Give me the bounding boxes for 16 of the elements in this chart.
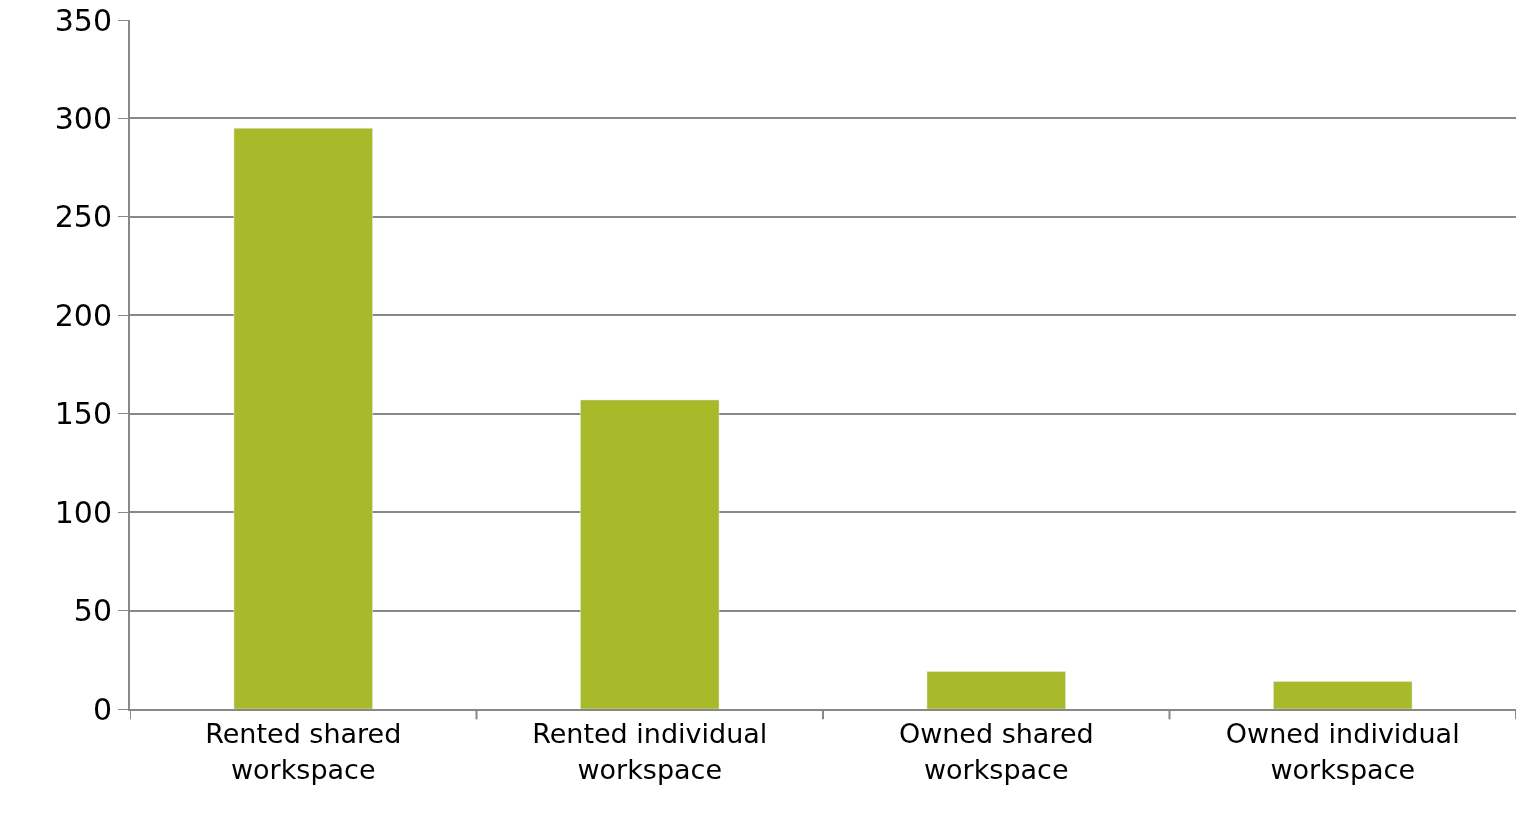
- x-tick-label: Rented shared workspace: [205, 718, 402, 785]
- y-tick-label: 150: [54, 396, 112, 432]
- y-tick-label: 250: [54, 199, 112, 235]
- y-tick-label: 50: [73, 593, 112, 629]
- bar: [233, 128, 373, 709]
- y-tick-label: 0: [92, 691, 112, 727]
- y-tick-label: 200: [54, 297, 112, 333]
- x-tick-label: Rented individual workspace: [532, 718, 768, 785]
- y-tick-label: 350: [54, 2, 112, 38]
- x-tick-label: Owned shared workspace: [898, 718, 1094, 785]
- bar: [1273, 681, 1413, 709]
- bar: [926, 671, 1066, 709]
- y-tick-label: 300: [54, 100, 112, 136]
- x-tick-label: Owned individual workspace: [1225, 718, 1460, 785]
- y-tick-label: 100: [54, 494, 112, 530]
- bar: [580, 399, 720, 709]
